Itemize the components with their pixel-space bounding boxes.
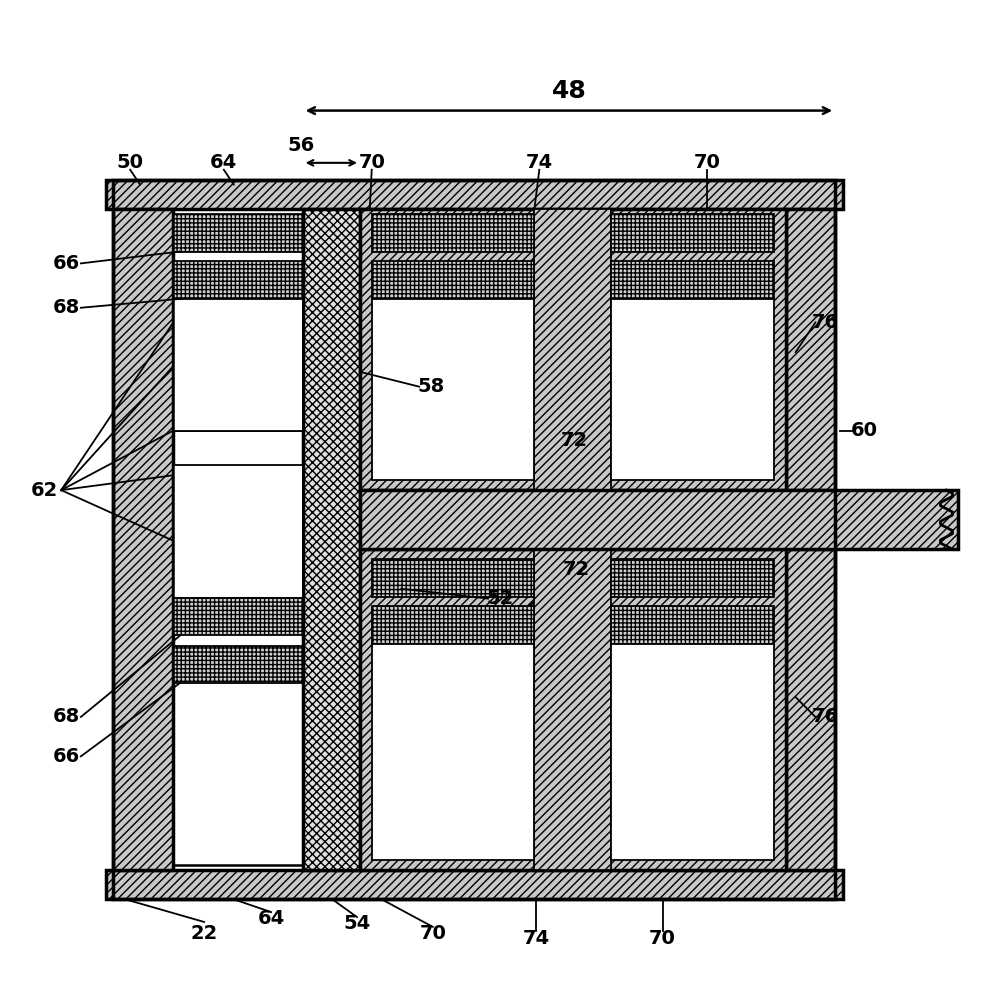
Bar [611,299,774,480]
Bar [611,644,774,860]
Text: 58: 58 [417,377,444,396]
Text: 48: 48 [551,79,586,103]
Text: 64: 64 [210,153,238,172]
Text: 52: 52 [487,589,513,608]
Bar [611,559,774,597]
Text: 70: 70 [358,153,385,172]
Text: 66: 66 [52,254,80,273]
Bar [535,549,611,870]
Text: 50: 50 [117,153,144,172]
Bar [372,606,535,644]
Bar [372,299,535,480]
Text: 62: 62 [30,481,58,500]
Bar [173,261,303,299]
Text: 60: 60 [851,421,878,440]
Bar [785,549,836,870]
Bar [105,180,843,209]
Bar [372,261,535,299]
Text: 74: 74 [523,929,549,948]
Text: 64: 64 [258,909,285,928]
Text: 70: 70 [420,924,446,943]
Text: 22: 22 [191,924,218,943]
Bar [113,180,836,899]
Text: 72: 72 [560,431,588,450]
Text: 74: 74 [526,153,552,172]
Bar [372,559,535,597]
Text: 76: 76 [812,707,838,726]
Text: 70: 70 [649,929,676,948]
Bar [113,209,173,870]
Bar [105,870,843,899]
Bar [173,209,303,865]
Bar [535,209,611,490]
Bar [360,490,958,549]
Text: 54: 54 [343,914,371,933]
Bar [173,214,303,252]
Bar [611,214,774,252]
Text: 68: 68 [52,707,80,726]
Bar [173,646,303,683]
Text: 70: 70 [693,153,721,172]
Bar [360,549,785,870]
Bar [173,598,303,635]
Text: 68: 68 [52,298,80,317]
Bar [611,261,774,299]
Bar [372,299,774,480]
Text: 66: 66 [52,747,80,766]
Bar [303,209,360,870]
Text: 56: 56 [287,136,315,155]
Bar [360,209,785,490]
Bar [372,214,535,252]
Bar [611,606,774,644]
Bar [785,209,836,490]
Bar [173,299,303,431]
Bar [372,644,535,860]
Bar [173,465,303,598]
Text: 76: 76 [812,313,838,332]
Text: 72: 72 [563,560,591,579]
